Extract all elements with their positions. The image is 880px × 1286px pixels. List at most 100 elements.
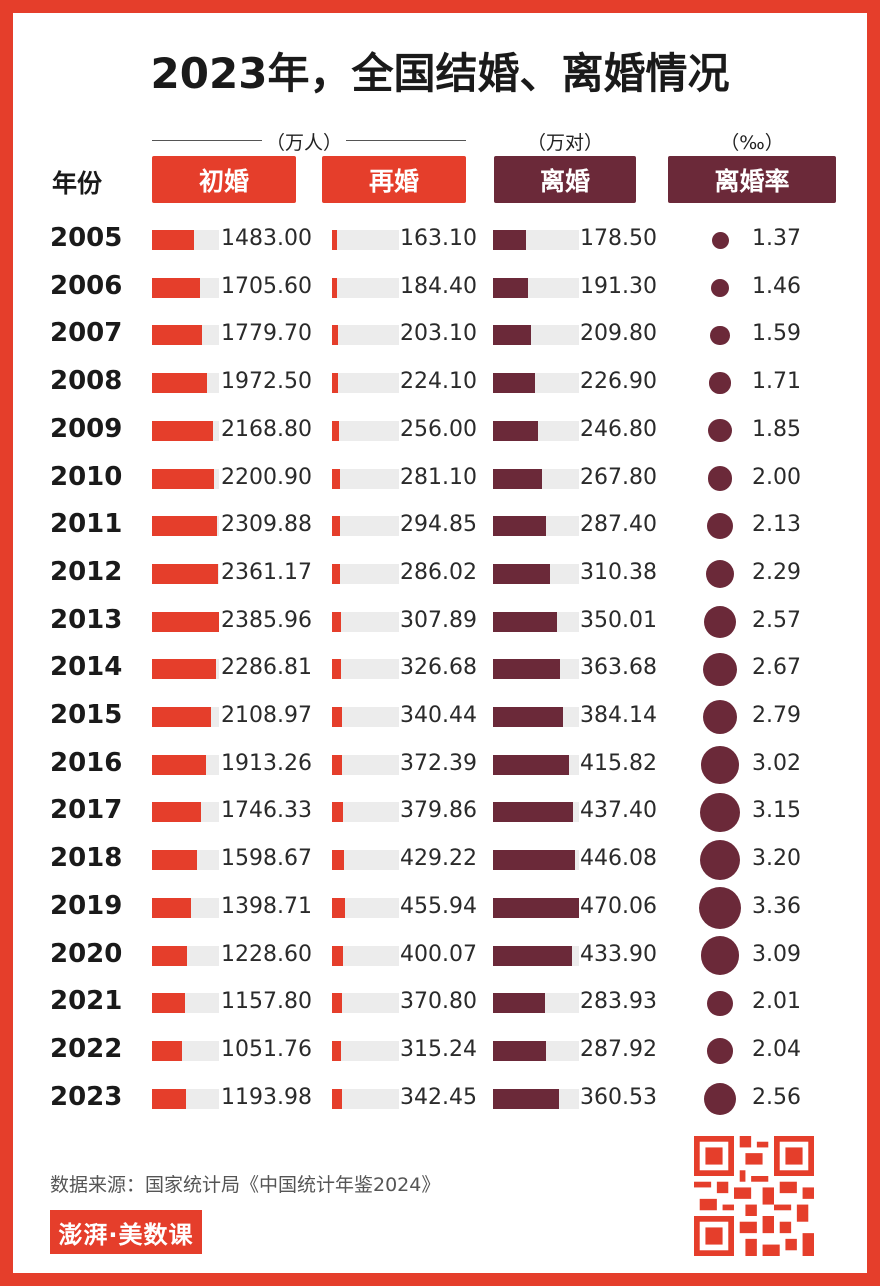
- bar-track: [332, 1088, 399, 1109]
- value-divorce: 267.80: [580, 464, 657, 490]
- bar-track: [332, 802, 399, 823]
- bar-track: [332, 468, 399, 489]
- bar-track: [493, 802, 579, 823]
- bar-first: [152, 1088, 186, 1109]
- bar-track: [493, 230, 579, 250]
- bar-track: [152, 945, 219, 966]
- bar-divorce: [493, 707, 564, 727]
- bar-first: [152, 420, 213, 441]
- value-remarry: 163.10: [400, 226, 477, 251]
- value-remarry: 184.40: [400, 273, 477, 299]
- value-remarry: 286.02: [400, 559, 477, 585]
- value-divorce: 446.08: [580, 846, 657, 872]
- value-divorce: 433.90: [580, 941, 657, 967]
- value-divorce: 226.90: [580, 369, 657, 395]
- bar-remarry: [332, 1088, 342, 1109]
- bar-track: [152, 611, 219, 632]
- bar-track: [332, 707, 399, 727]
- value-divorce: 287.40: [580, 512, 657, 538]
- bar-track: [332, 611, 399, 632]
- bar-divorce: [493, 468, 542, 489]
- value-divorce: 283.93: [580, 989, 657, 1015]
- value-divorce-rate: 2.01: [752, 989, 801, 1015]
- bar-divorce: [493, 1040, 546, 1061]
- value-divorce-rate: 2.04: [752, 1036, 801, 1062]
- value-remarry: 294.85: [400, 512, 477, 538]
- value-first: 1746.33: [221, 798, 312, 824]
- bar-remarry: [332, 230, 337, 250]
- bar-divorce: [493, 611, 558, 632]
- value-divorce-rate: 2.56: [752, 1084, 801, 1110]
- year-label: 2016: [50, 747, 123, 778]
- value-first: 1228.60: [221, 941, 312, 967]
- bar-first: [152, 754, 206, 775]
- unit-pairs: （万对）: [526, 132, 603, 154]
- bar-track: [332, 659, 399, 680]
- chart-title: 2023年，全国结婚、离婚情况: [150, 49, 730, 98]
- bar-track: [332, 230, 399, 250]
- bar-track: [332, 516, 399, 537]
- bar-divorce: [493, 659, 560, 680]
- value-first: 2108.97: [221, 703, 312, 728]
- bar-divorce: [493, 945, 573, 966]
- bar-track: [152, 659, 219, 680]
- bar-remarry: [332, 325, 338, 346]
- bar-remarry: [332, 516, 341, 537]
- bar-track: [152, 468, 219, 489]
- bar-first: [152, 897, 192, 918]
- divorce-rate-dot: [707, 990, 733, 1016]
- value-divorce-rate: 3.36: [752, 893, 801, 919]
- bar-track: [152, 325, 219, 346]
- qr-code-icon: [694, 1136, 814, 1256]
- bar-first: [152, 611, 219, 632]
- bar-track: [493, 850, 579, 871]
- year-label: 2022: [50, 1033, 123, 1064]
- bar-divorce: [493, 850, 575, 871]
- divorce-rate-dot: [707, 466, 733, 491]
- header-year: 年份: [52, 169, 103, 198]
- bar-divorce: [493, 420, 539, 441]
- bar-track: [493, 1040, 579, 1061]
- value-remarry: 256.00: [400, 416, 477, 442]
- brand-logo: 澎湃·美数课: [50, 1210, 202, 1254]
- year-label: 2015: [50, 700, 123, 730]
- value-first: 1913.26: [221, 750, 312, 776]
- value-remarry: 379.86: [400, 798, 477, 824]
- value-first: 2168.80: [221, 416, 312, 442]
- value-divorce: 363.68: [580, 655, 657, 681]
- value-divorce: 350.01: [580, 607, 657, 633]
- bar-remarry: [332, 373, 339, 394]
- bar-first: [152, 1040, 182, 1061]
- bar-remarry: [332, 802, 343, 823]
- bar-remarry: [332, 563, 341, 584]
- value-first: 2385.96: [221, 607, 312, 633]
- bar-track: [493, 897, 579, 918]
- value-divorce-rate: 3.20: [752, 846, 801, 872]
- header-divorce-rate: 离婚率: [668, 156, 836, 203]
- bar-track: [493, 516, 579, 537]
- bar-divorce: [493, 230, 526, 250]
- value-divorce: 246.80: [580, 416, 657, 442]
- value-first: 1483.00: [221, 226, 312, 251]
- divorce-rate-dot: [699, 886, 741, 929]
- bar-track: [493, 420, 579, 441]
- year-label: 2011: [50, 509, 123, 540]
- bar-remarry: [332, 1040, 341, 1061]
- divorce-rate-dot: [702, 699, 738, 735]
- divorce-rate-dot: [710, 278, 730, 297]
- value-divorce-rate: 1.46: [752, 273, 801, 299]
- bar-first: [152, 802, 202, 823]
- value-remarry: 203.10: [400, 321, 477, 347]
- value-divorce-rate: 2.57: [752, 607, 801, 633]
- divorce-rate-dot: [710, 325, 730, 346]
- bar-track: [332, 850, 399, 871]
- bar-divorce: [493, 802, 574, 823]
- value-divorce: 470.06: [580, 893, 657, 919]
- bar-track: [152, 802, 219, 823]
- value-remarry: 224.10: [400, 369, 477, 395]
- year-label: 2013: [50, 604, 123, 635]
- value-divorce: 437.40: [580, 798, 657, 824]
- bar-remarry: [332, 754, 343, 775]
- value-first: 1972.50: [221, 369, 312, 395]
- bar-first: [152, 707, 212, 727]
